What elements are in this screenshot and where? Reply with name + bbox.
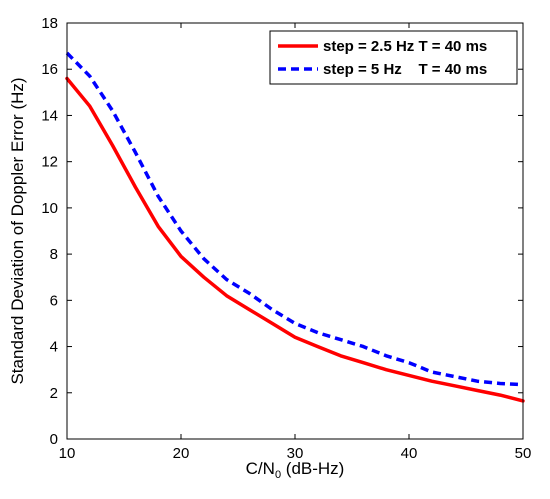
plot-frame <box>66 22 524 440</box>
y-tick-label: 18 <box>41 15 58 32</box>
y-tick-label: 14 <box>41 107 58 124</box>
x-tick-label: 30 <box>287 445 304 462</box>
y-tick-label: 0 <box>50 431 58 448</box>
legend-box <box>269 30 518 85</box>
x-axis-label-main: C/N <box>246 459 275 478</box>
y-tick-label: 6 <box>50 292 58 309</box>
y-tick-label: 2 <box>50 385 58 402</box>
legend-label-2: step = 5 Hz T = 40 ms <box>323 61 487 78</box>
y-tick-label: 8 <box>50 246 58 263</box>
y-axis-label: Standard Deviation of Doppler Error (Hz) <box>8 77 27 384</box>
x-tick-label: 40 <box>401 445 418 462</box>
y-tick-label: 10 <box>41 200 58 217</box>
x-axis-label-unit: (dB-Hz) <box>281 459 344 478</box>
y-tick-label: 4 <box>50 339 58 356</box>
x-tick-label: 10 <box>59 445 76 462</box>
x-tick-label: 50 <box>515 445 532 462</box>
x-tick-label: 20 <box>173 445 190 462</box>
y-tick-label: 12 <box>41 154 58 171</box>
series-line-2 <box>65 51 524 387</box>
x-axis-label: C/N0 (dB-Hz) <box>246 459 345 481</box>
y-tick-label: 16 <box>41 61 58 78</box>
x-axis-label-sub: 0 <box>275 469 281 481</box>
legend-label-1: step = 2.5 Hz T = 40 ms <box>323 38 487 55</box>
legend: step = 2.5 Hz T = 40 ms step = 5 Hz T = … <box>269 30 518 85</box>
series-line-1 <box>65 76 525 403</box>
